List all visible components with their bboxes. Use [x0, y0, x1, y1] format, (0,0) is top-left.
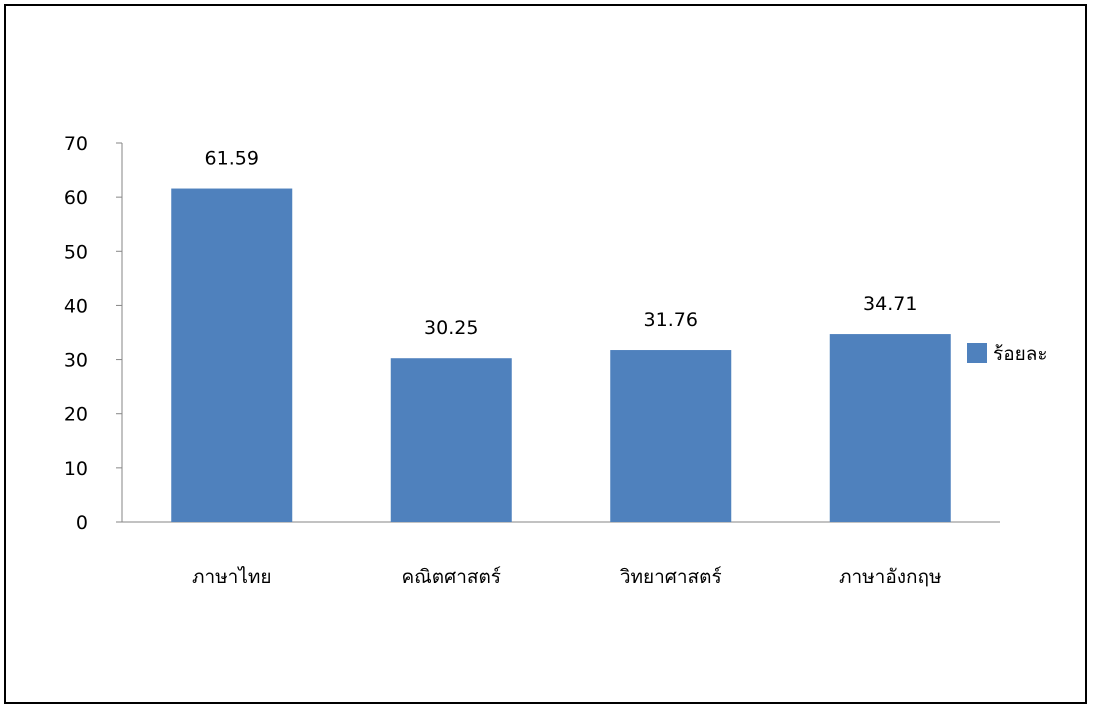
- category-label: วิทยาศาสตร์: [619, 566, 721, 588]
- y-tick-label: 70: [64, 133, 88, 155]
- bar: [390, 358, 512, 522]
- y-tick-label: 20: [64, 404, 88, 426]
- bar: [610, 350, 732, 522]
- legend-swatch: [967, 343, 987, 363]
- y-tick-label: 40: [64, 295, 88, 317]
- bar: [171, 188, 293, 522]
- data-label: 30.25: [424, 317, 478, 339]
- x-axis: ภาษาไทย คณิตศาสตร์ วิทยาศาสตร์ ภาษาอังกฤษ: [122, 521, 1000, 588]
- bar: [829, 334, 951, 522]
- data-label: 31.76: [644, 309, 698, 331]
- category-label: คณิตศาสตร์: [401, 566, 501, 588]
- category-label: ภาษาอังกฤษ: [839, 566, 942, 588]
- legend-label: ร้อยละ: [993, 343, 1048, 365]
- data-label: 61.59: [205, 148, 259, 170]
- y-tick-label: 0: [76, 512, 88, 534]
- data-label: 34.71: [863, 293, 917, 315]
- y-axis: 0 10 20 30 40 50 60 70: [64, 133, 123, 534]
- bars: 61.59 30.25 31.76 34.71: [171, 148, 951, 522]
- y-tick-label: 50: [64, 241, 88, 263]
- legend: ร้อยละ: [967, 343, 1048, 365]
- y-tick-label: 30: [64, 350, 88, 372]
- y-tick-label: 60: [64, 187, 88, 209]
- category-label: ภาษาไทย: [192, 566, 272, 588]
- y-tick-label: 10: [64, 458, 88, 480]
